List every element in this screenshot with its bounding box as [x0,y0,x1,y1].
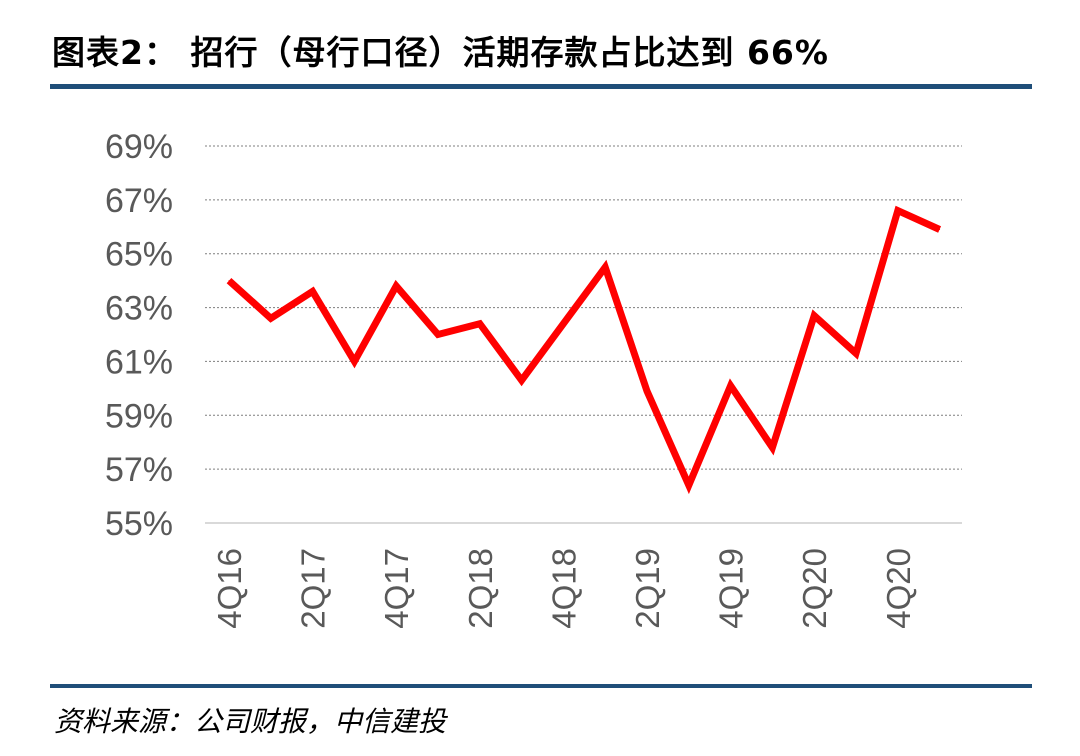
data-point [897,210,899,212]
y-tick-label: 69% [105,128,173,166]
x-axis: 4Q16 2Q17 4Q17 2Q18 4Q18 2Q19 4Q19 2Q20 4Q20 [211,548,917,629]
y-tick-label: 63% [105,290,173,328]
source-note: 资料来源：公司财报，中信建投 [54,705,447,738]
x-tick-label: 2Q17 [295,548,332,629]
title-divider [50,84,1032,89]
data-point [312,290,314,292]
data-point [353,360,355,362]
x-tick-label: 4Q20 [880,548,917,629]
data-point [270,317,272,319]
x-tick-label: 4Q17 [378,548,415,629]
chart-title: 图表2： 招行（母行口径）活期存款占比达到 66% [52,33,829,72]
data-point [604,266,606,268]
x-tick-label: 2Q19 [629,548,666,629]
data-point [521,379,523,381]
x-tick-label: 4Q18 [545,548,582,629]
data-point [395,285,397,287]
data-point [771,447,773,449]
data-point [813,315,815,317]
data-point [479,323,481,325]
line-chart: 55% 57% 59% 61% 63% 65% 67% 69% 4Q16 2Q17 4Q17 2Q1… [105,128,962,629]
data-point [939,228,941,230]
x-tick-label: 4Q16 [211,548,248,629]
x-tick-label: 4Q19 [713,548,750,629]
x-tick-label: 2Q18 [462,548,499,629]
series-line [226,205,942,495]
y-tick-label: 67% [105,182,173,220]
y-tick-label: 59% [105,397,173,435]
data-point [730,385,732,387]
y-tick-label: 61% [105,343,173,381]
data-point [855,352,857,354]
data-point [646,390,648,392]
series-layer [226,205,942,495]
y-tick-label: 55% [105,505,173,543]
y-axis: 55% 57% 59% 61% 63% 65% 67% 69% [105,128,173,543]
data-point [437,334,439,335]
data-point [562,323,564,325]
data-point [228,280,230,282]
footer-divider [50,684,1032,688]
y-tick-label: 57% [105,451,173,489]
y-tick-label: 65% [105,236,173,274]
data-point [688,484,690,486]
x-tick-label: 2Q20 [796,548,833,629]
grid-lines [205,145,962,524]
